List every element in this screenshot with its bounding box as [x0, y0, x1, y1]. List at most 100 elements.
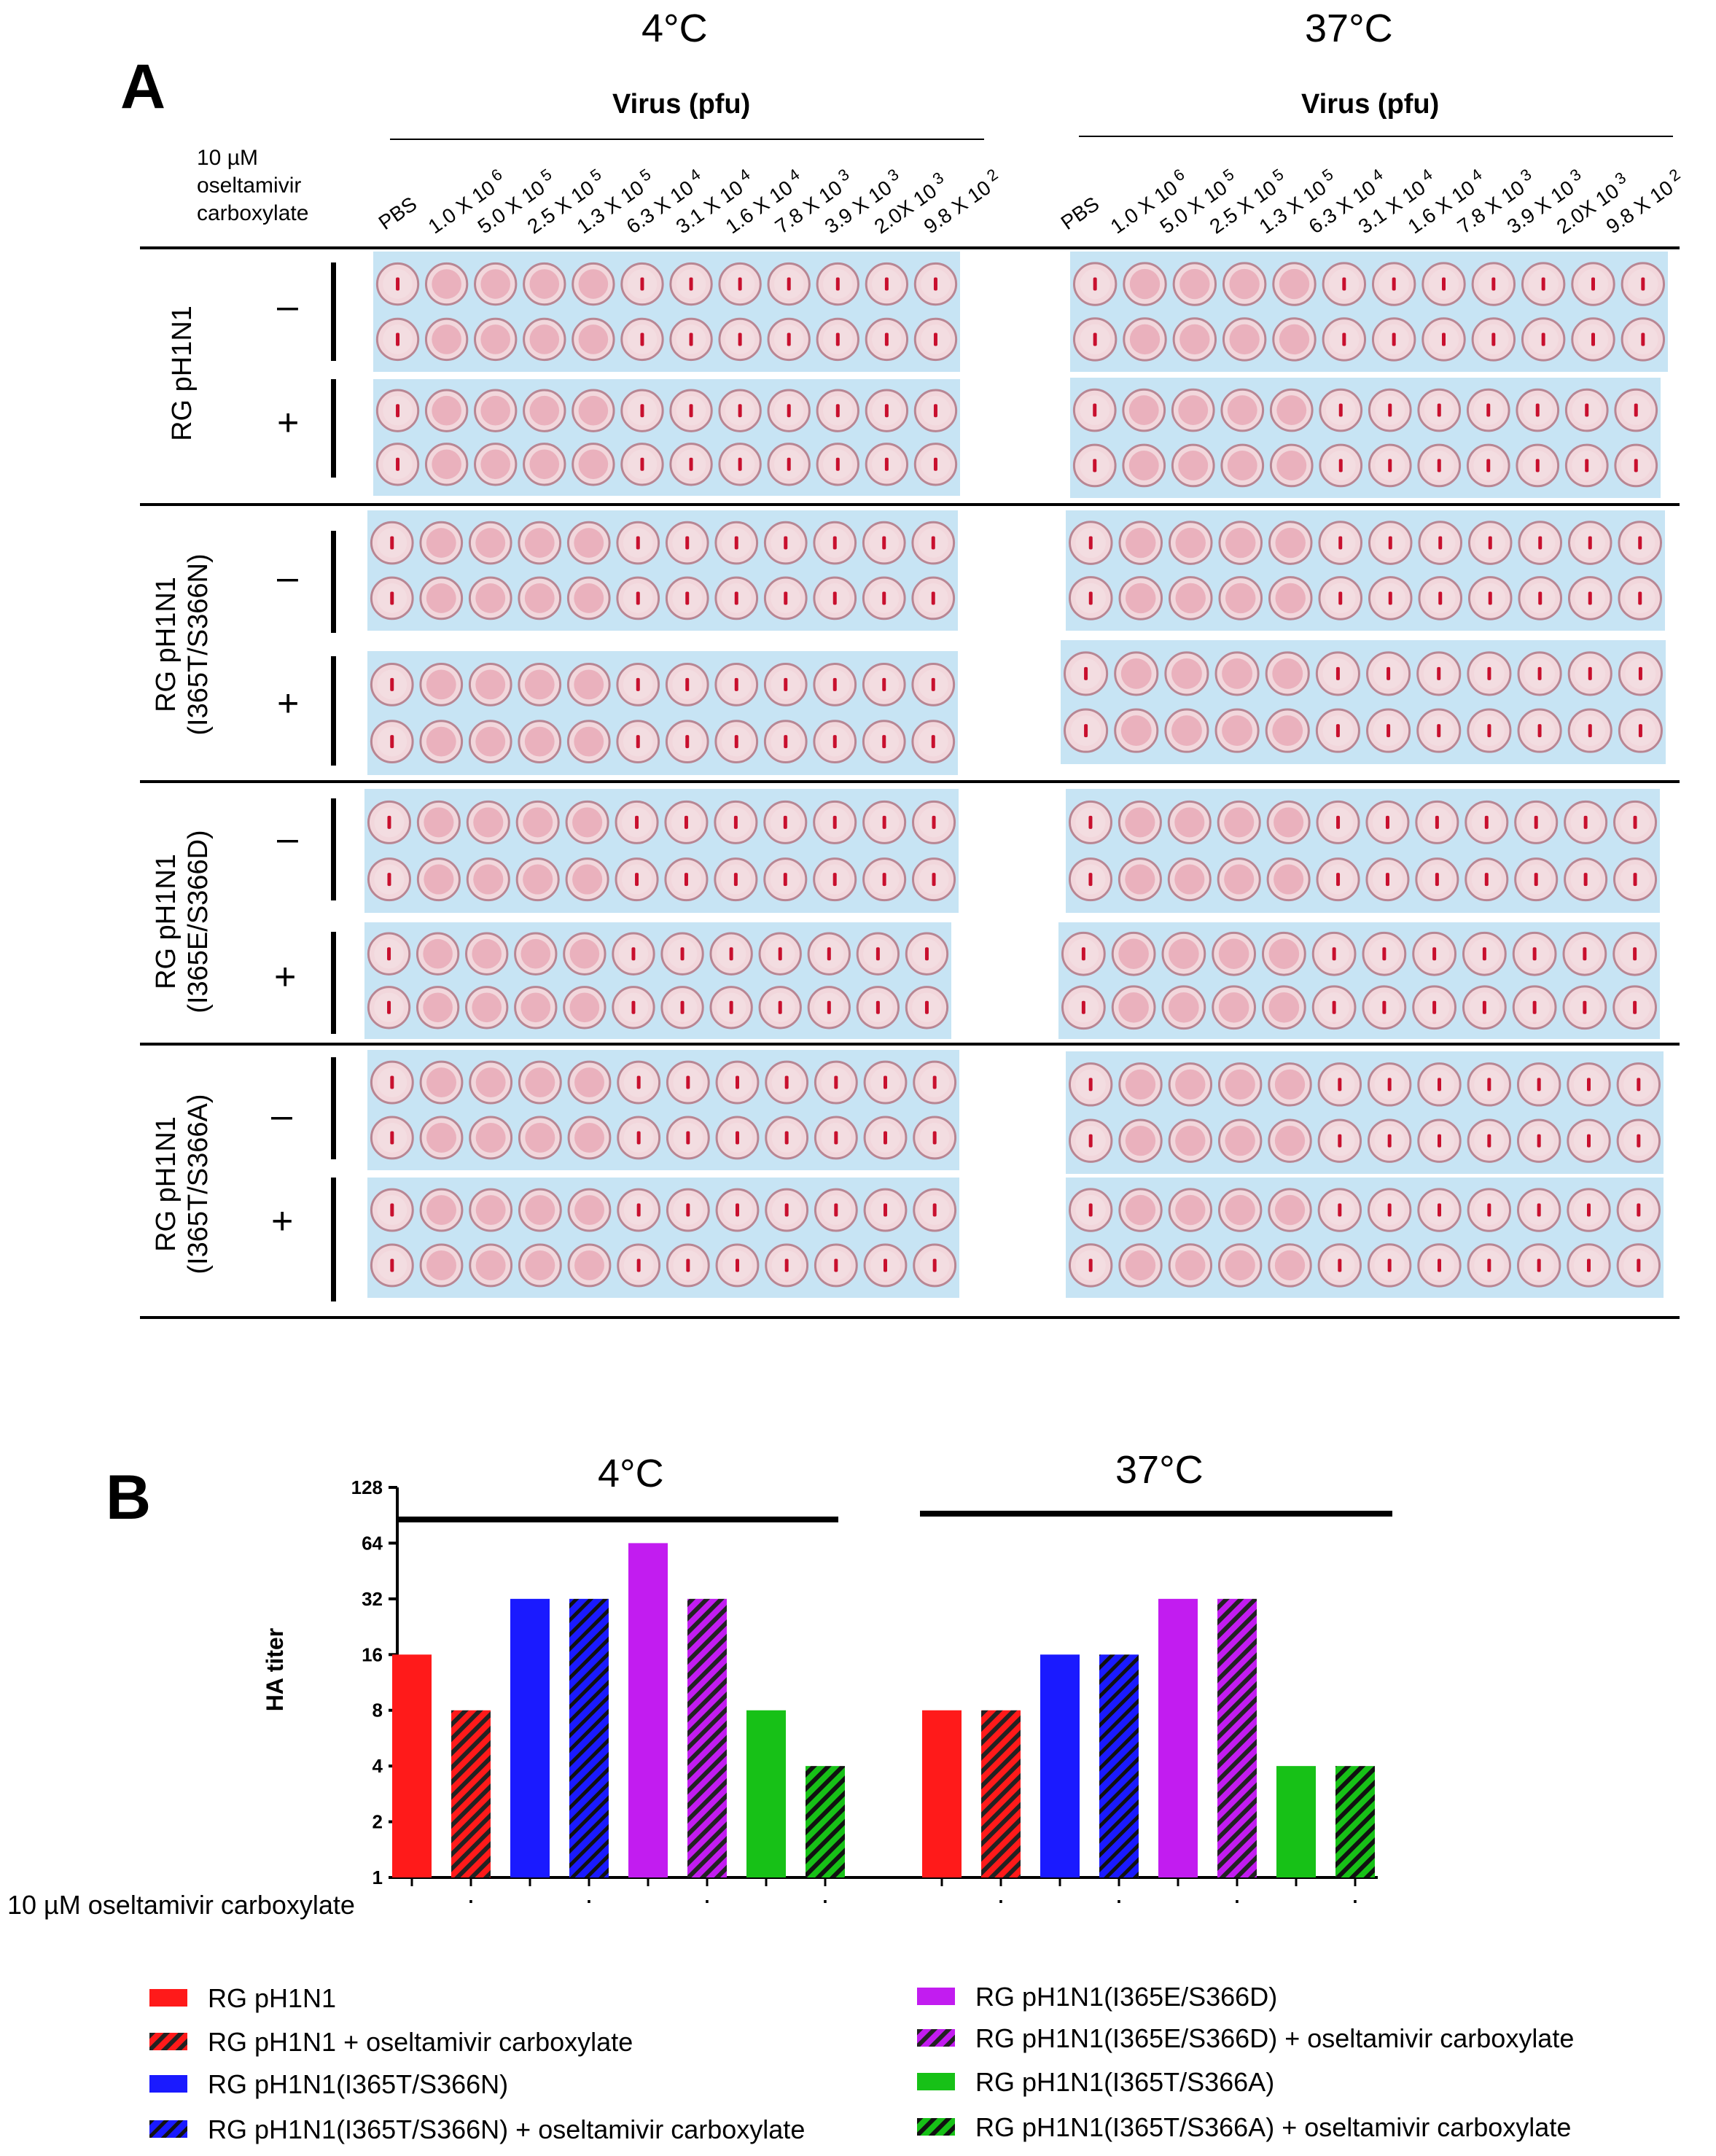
rbc-button: [680, 947, 685, 961]
well-inner: [1229, 268, 1260, 300]
y-tick-label: 2: [373, 1811, 383, 1833]
well-inner: [475, 1122, 506, 1153]
rbc-button: [1487, 1078, 1491, 1091]
rbc-button: [1484, 873, 1489, 887]
rbc-button: [1088, 536, 1093, 550]
well-inner: [1175, 1069, 1206, 1100]
well-inner: [569, 938, 600, 969]
rbc-button: [1385, 873, 1389, 887]
rbc-button: [1093, 403, 1097, 417]
well-inner: [1179, 268, 1210, 300]
legend-label: RG pH1N1(I365E/S366D): [975, 1982, 1278, 2012]
rbc-button: [835, 277, 840, 291]
sign-plus-g2: +: [277, 682, 300, 725]
rbc-button: [1438, 1078, 1441, 1091]
rbc-button: [787, 404, 791, 418]
well-inner: [426, 583, 456, 613]
rbc-button: [1486, 403, 1491, 417]
rbc-button: [736, 1203, 739, 1217]
legend-label: RG pH1N1(I365T/S366N) + oseltamivir carb…: [208, 2114, 806, 2144]
rbc-button: [1335, 724, 1340, 738]
rbc-button: [685, 536, 690, 550]
well-inner: [473, 807, 504, 838]
well-inner: [1178, 395, 1209, 425]
sign-minus-g2: –: [277, 556, 298, 599]
well-inner: [475, 1195, 506, 1226]
rbc-button: [1382, 947, 1387, 961]
well-inner: [1275, 583, 1306, 614]
well-inner: [574, 583, 604, 613]
well-inner: [1126, 527, 1156, 559]
rbc-button: [1491, 277, 1496, 291]
plate-background: [1061, 640, 1666, 764]
rbc-button: [931, 591, 935, 605]
rbc-button: [1638, 724, 1642, 738]
plate-block: [1061, 640, 1666, 764]
well-inner: [475, 583, 506, 613]
well-inner: [572, 807, 603, 838]
rbc-button: [1587, 1134, 1591, 1148]
rbc-button: [1634, 403, 1638, 417]
rbc-button: [1487, 1203, 1491, 1217]
well-inner: [480, 449, 510, 480]
rbc-button: [1583, 873, 1588, 887]
rbc-button: [640, 404, 644, 418]
plate-block: [1066, 1178, 1664, 1298]
rbc-button: [1633, 1000, 1637, 1014]
rbc-button: [827, 1000, 831, 1014]
rbc-button: [1093, 332, 1097, 346]
well-inner: [426, 1122, 456, 1153]
rbc-button: [1435, 815, 1439, 829]
sign-plus-g3: +: [274, 956, 297, 998]
well-inner: [1120, 658, 1152, 689]
well-inner: [578, 324, 609, 354]
well-inner: [475, 528, 506, 558]
ha-titer-chart: 1 2 4 8 16 32 64 128 HA titer – + – + – + – + – + – + – + – +: [262, 1480, 1378, 1903]
well-inner: [1268, 938, 1300, 969]
rbc-button: [680, 1000, 685, 1014]
legend-label: RG pH1N1: [208, 1983, 337, 2013]
rbc-button: [1388, 591, 1392, 605]
well-inner: [1274, 1069, 1306, 1100]
well-inner: [1279, 324, 1310, 355]
rbc-button: [636, 1203, 641, 1217]
bar: [746, 1710, 786, 1877]
well-inner: [426, 669, 456, 700]
rbc-button: [832, 735, 837, 749]
rbc-button: [1487, 1134, 1491, 1148]
well-inner: [1225, 1069, 1255, 1100]
rbc-button: [875, 947, 880, 961]
plate-block: [1070, 252, 1668, 372]
rbc-button: [640, 457, 644, 471]
rbc-button: [1637, 1134, 1641, 1148]
y-tick-label: 8: [373, 1700, 383, 1721]
well-inner: [1274, 807, 1304, 838]
rbc-button: [631, 947, 636, 961]
legend-label: RG pH1N1(I365T/S366A): [975, 2067, 1275, 2097]
legend-label: RG pH1N1 + oseltamivir carboxylate: [208, 2027, 633, 2057]
temp-line-37c: [920, 1511, 1392, 1517]
well-inner: [1225, 1194, 1255, 1226]
well-inner: [1175, 1194, 1206, 1226]
plate-background: [367, 510, 958, 631]
rbc-button: [1535, 403, 1540, 417]
well-inner: [1227, 451, 1257, 480]
panel-a-bottom-rule: [140, 1316, 1680, 1319]
rbc-button: [390, 1258, 394, 1272]
rbc-button: [1387, 724, 1391, 738]
rbc-button: [1336, 815, 1341, 829]
rbc-button: [1437, 666, 1441, 680]
legend-label: RG pH1N1(I365T/S366N): [208, 2069, 509, 2099]
rbc-button: [1638, 666, 1642, 680]
well-inner: [520, 992, 551, 1023]
rbc-button: [884, 1203, 887, 1217]
plate-background: [373, 379, 960, 496]
rbc-button: [1388, 403, 1392, 417]
rbc-button: [882, 873, 886, 887]
panel-b-letter: B: [106, 1463, 152, 1533]
rbc-button: [1088, 591, 1093, 605]
well-inner: [480, 269, 510, 299]
bar: [1217, 1598, 1257, 1877]
plate-block: [373, 379, 960, 496]
well-inner: [1171, 715, 1202, 747]
